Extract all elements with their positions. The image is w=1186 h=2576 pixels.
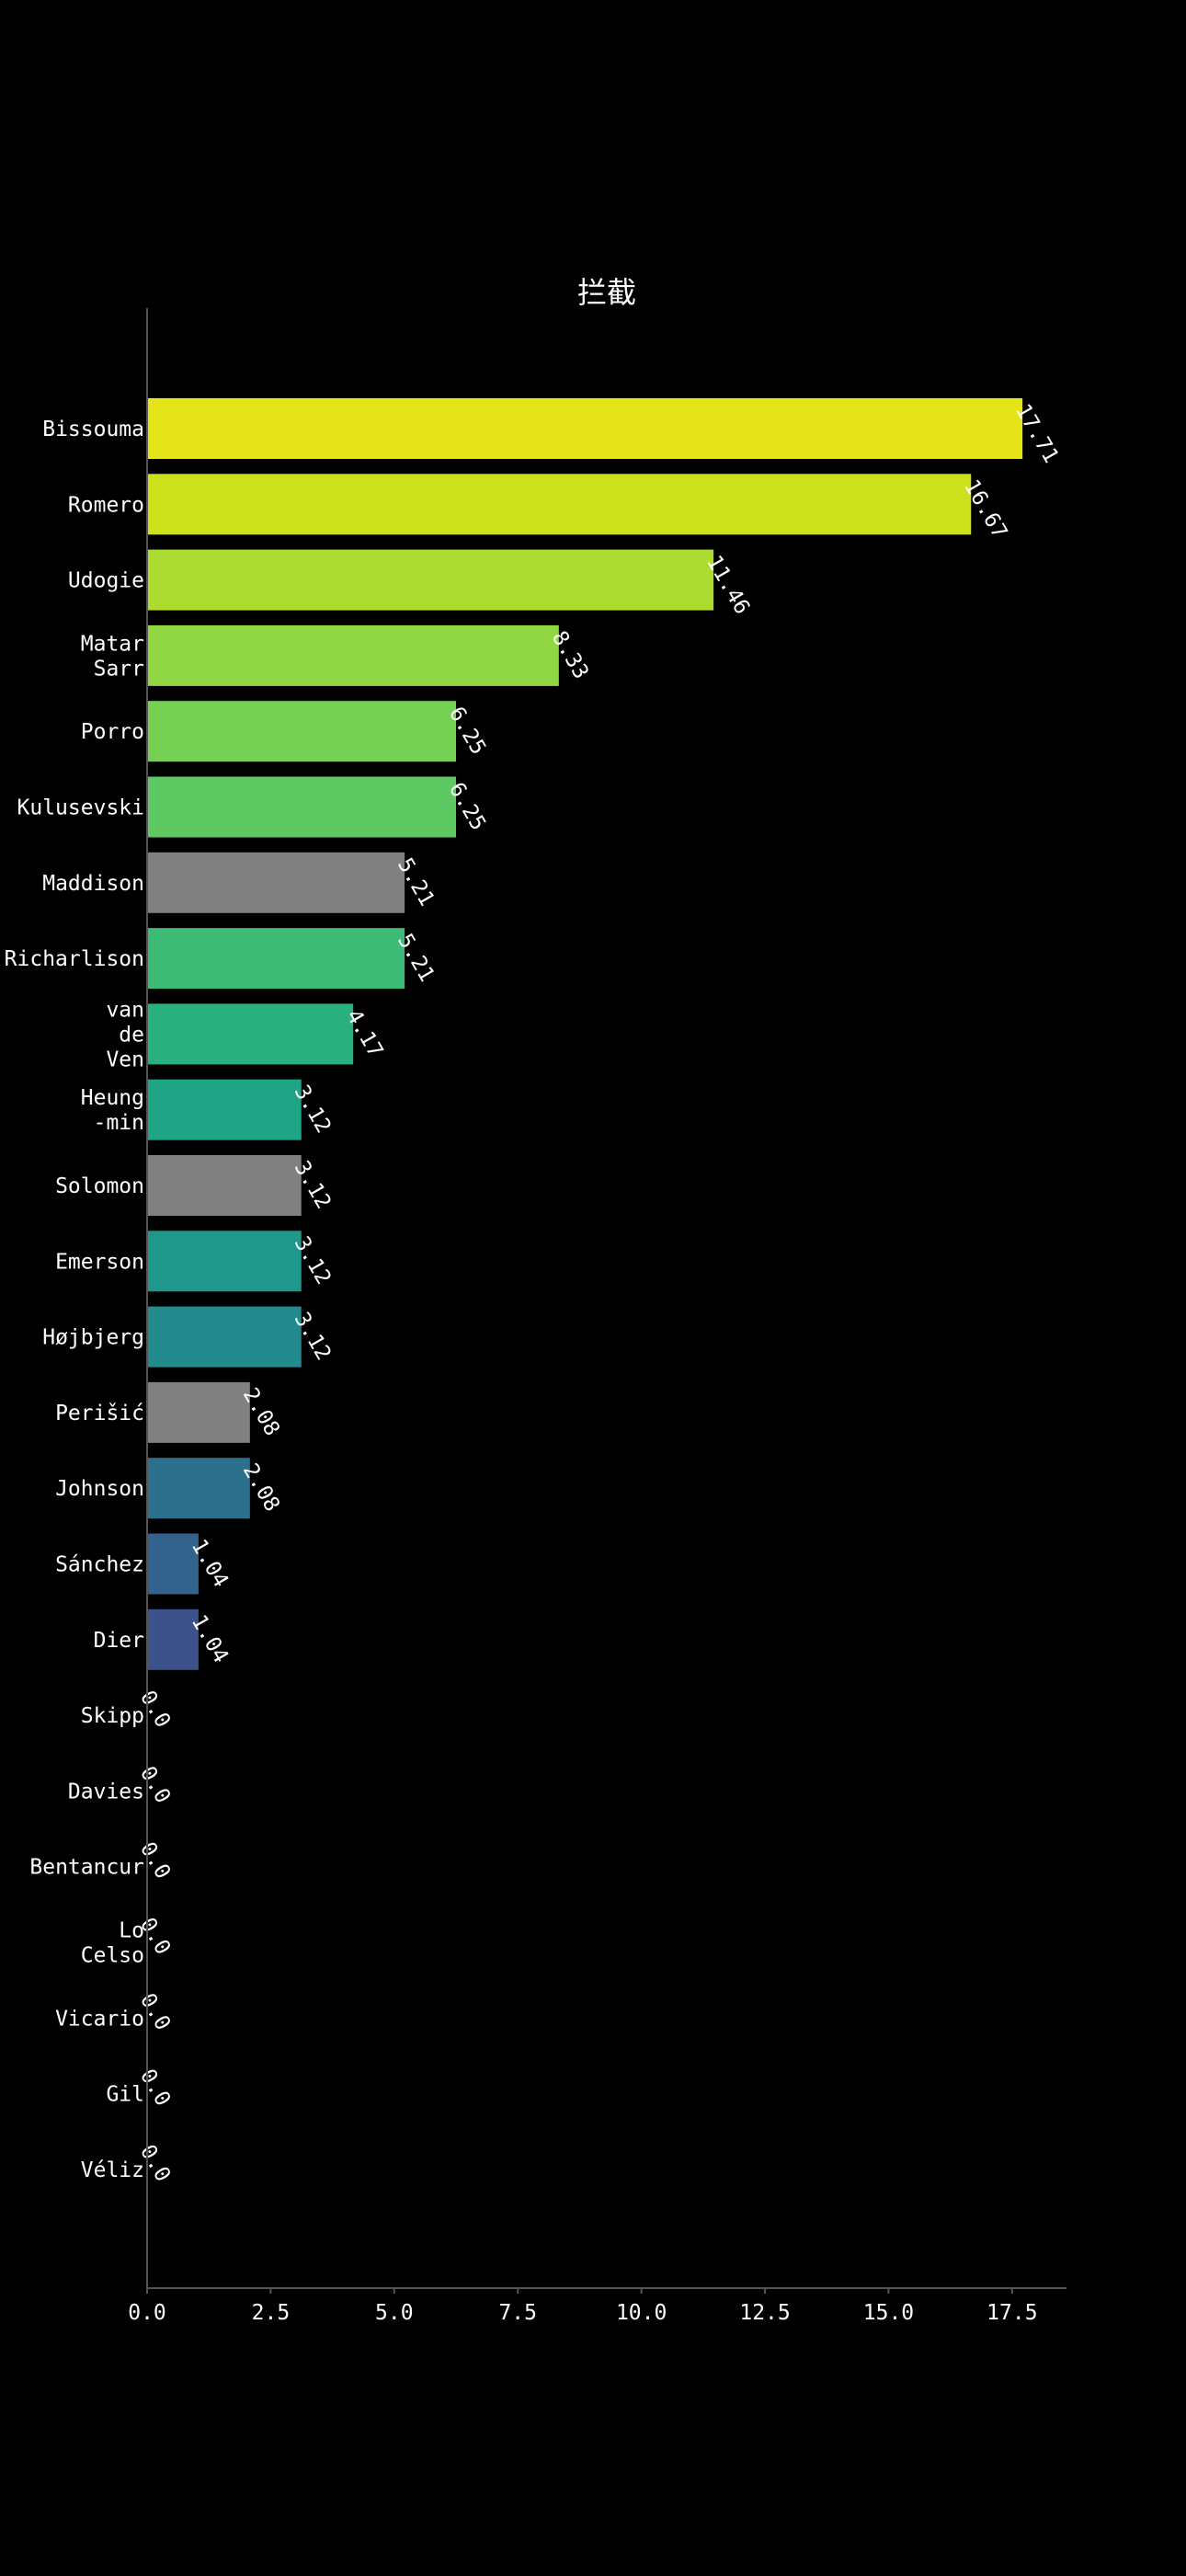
- bar: [147, 398, 1023, 459]
- category-label: Bissouma: [42, 418, 144, 441]
- category-label: van de Ven: [106, 998, 144, 1071]
- bar: [147, 624, 559, 686]
- category-label: Skipp: [81, 1704, 144, 1728]
- bar: [147, 1533, 199, 1595]
- category-labels-layer: Bissouma Romero Udogie Matar Sarr Porro Kuluse…: [5, 418, 144, 2182]
- category-label: Dier: [94, 1629, 144, 1653]
- category-label: Sánchez: [55, 1553, 144, 1577]
- x-tick-label: 5.0: [375, 2301, 414, 2325]
- x-tick-label: 7.5: [498, 2301, 537, 2325]
- category-label: Gil: [106, 2083, 144, 2107]
- x-tick-label: 15.0: [863, 2301, 914, 2325]
- category-label: Bentancur: [29, 1856, 144, 1880]
- bar: [147, 549, 714, 611]
- bar: [147, 1079, 302, 1140]
- bar: [147, 928, 405, 990]
- category-label: Véliz: [81, 2158, 144, 2182]
- bar: [147, 1231, 302, 1292]
- bar: [147, 1609, 199, 1670]
- category-label: Udogie: [68, 569, 144, 593]
- bar: [147, 1381, 250, 1443]
- bar: [147, 474, 972, 535]
- category-label: Heung -min: [81, 1086, 144, 1135]
- bar: [147, 1155, 302, 1216]
- bar: [147, 1003, 354, 1065]
- category-label: Højbjerg: [42, 1326, 144, 1350]
- category-label: Davies: [68, 1780, 144, 1803]
- category-label: Kulusevski: [17, 796, 144, 820]
- bar: [147, 701, 457, 762]
- category-label: Matar Sarr: [81, 632, 144, 681]
- x-tick-label: 10.0: [616, 2301, 667, 2325]
- bar: [147, 852, 405, 913]
- category-label: Richarlison: [5, 947, 144, 971]
- bar: [147, 776, 457, 838]
- x-ticks-layer: 0.0 2.5 5.0 7.5 10.0 12.5 15.0 17.5: [128, 2288, 1038, 2325]
- x-tick-label: 17.5: [986, 2301, 1037, 2325]
- category-label: Emerson: [55, 1250, 144, 1274]
- bars-layer: [147, 398, 1023, 1670]
- category-label: Johnson: [55, 1477, 144, 1501]
- category-label: Lo Celso: [81, 1919, 144, 1968]
- x-tick-label: 0.0: [128, 2301, 166, 2325]
- bar: [147, 1458, 250, 1519]
- bar: [147, 1306, 302, 1368]
- chart-title: 拦截: [577, 275, 636, 310]
- category-label: Maddison: [42, 872, 144, 896]
- category-label: Romero: [68, 493, 144, 517]
- category-label: Perišić: [55, 1402, 144, 1425]
- category-label: Vicario: [55, 2007, 144, 2031]
- category-label: Porro: [81, 720, 144, 744]
- x-tick-label: 2.5: [252, 2301, 291, 2325]
- category-label: Solomon: [55, 1174, 144, 1198]
- x-tick-label: 12.5: [739, 2301, 790, 2325]
